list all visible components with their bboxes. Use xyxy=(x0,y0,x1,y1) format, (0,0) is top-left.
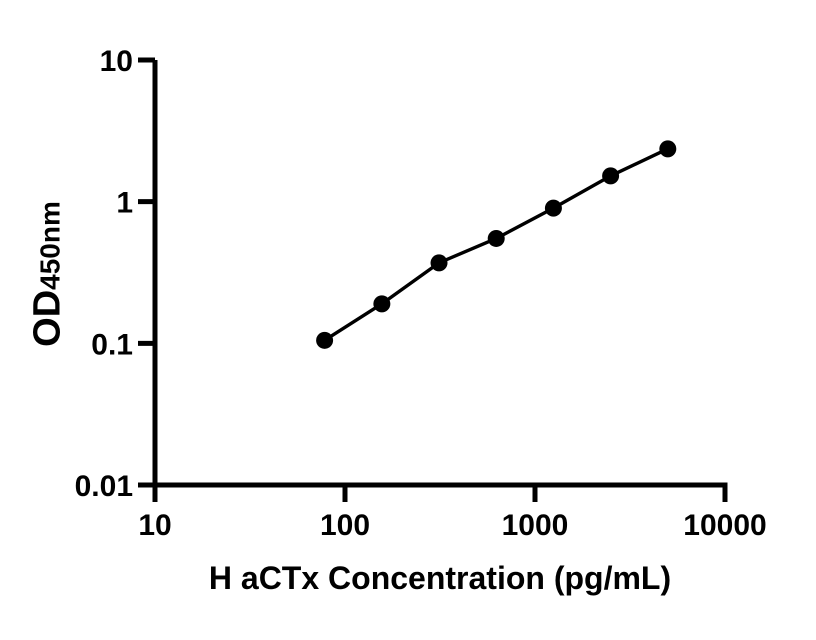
y-tick-label: 10 xyxy=(100,45,133,78)
data-point xyxy=(659,140,677,158)
y-axis-title-subscript: 450nm xyxy=(34,201,66,290)
y-axis-title-main: OD xyxy=(26,289,69,347)
data-point xyxy=(487,229,505,247)
y-tick-label: 0.1 xyxy=(91,328,133,361)
x-tick-label: 10000 xyxy=(683,509,766,542)
x-axis-title: H aCTx Concentration (pg/mL) xyxy=(155,560,725,597)
data-point xyxy=(602,167,620,185)
data-point xyxy=(430,254,448,272)
x-tick-label: 100 xyxy=(320,509,370,542)
y-tick-label: 0.01 xyxy=(75,470,133,503)
x-axis-title-text: H aCTx Concentration (pg/mL) xyxy=(208,560,672,596)
y-tick-label: 1 xyxy=(116,187,133,220)
x-tick-label: 1000 xyxy=(502,509,569,542)
data-point xyxy=(373,295,391,313)
x-tick-label: 10 xyxy=(138,509,171,542)
data-point xyxy=(544,199,562,217)
y-axis-title: OD450nm xyxy=(27,201,70,347)
data-point xyxy=(316,331,334,349)
